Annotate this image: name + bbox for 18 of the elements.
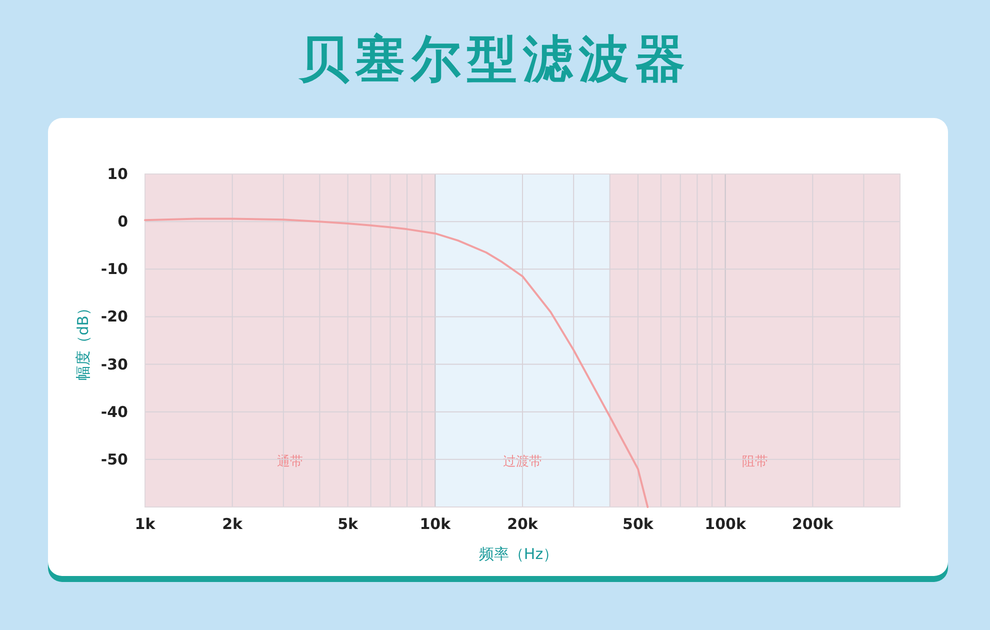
y-axis-title: 幅度（dB） (74, 300, 92, 380)
y-tick-label: -30 (100, 355, 128, 374)
x-tick-label: 200k (792, 515, 834, 533)
y-tick-label: -20 (100, 308, 128, 326)
x-axis-title: 频率（Hz） (478, 545, 558, 563)
y-tick-label: -40 (100, 402, 128, 421)
x-tick-label: 5k (338, 515, 360, 533)
x-tick-label: 1k (134, 515, 156, 533)
x-tick-label: 50k (622, 515, 654, 533)
y-tick-label: -10 (100, 260, 128, 278)
chart-title: 贝塞尔型滤波器 (298, 30, 691, 88)
x-tick-label: 2k (222, 515, 244, 533)
y-tick-label: 10 (107, 165, 128, 183)
x-tick-label: 20k (507, 515, 539, 533)
y-tick-label: 0 (118, 212, 128, 231)
x-tick-label: 10k (420, 515, 452, 533)
y-tick-label: -50 (100, 450, 128, 468)
x-tick-label: 100k (704, 515, 747, 533)
